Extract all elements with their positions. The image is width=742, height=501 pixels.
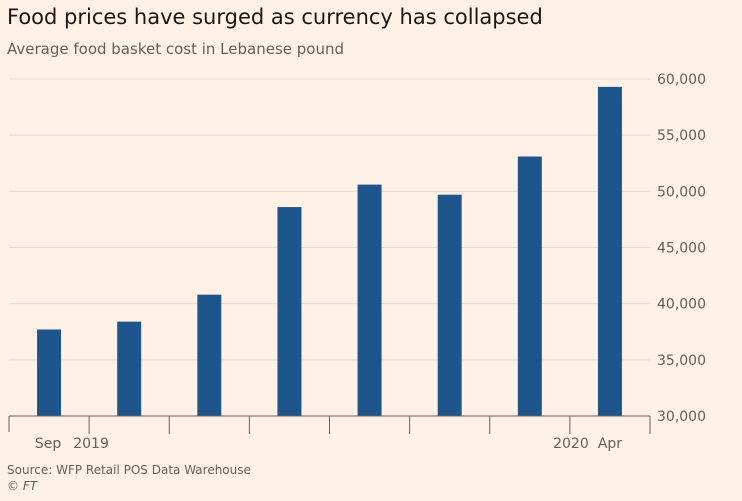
x-tick-label: 2020: [553, 436, 589, 452]
bar: [197, 294, 222, 416]
y-tick-label: 40,000: [657, 297, 706, 313]
x-axis: [8, 415, 651, 434]
y-tick-label: 30,000: [657, 409, 706, 425]
y-axis-labels: 30,000 35,000 40,000 45,000 50,000 55,000 60,0…: [657, 72, 706, 425]
credit-note: © FT: [7, 479, 38, 493]
x-tick-label: Sep: [35, 436, 62, 452]
y-tick-label: 45,000: [657, 241, 706, 257]
bar: [437, 194, 462, 416]
chart-title: Food prices have surged as currency has …: [7, 5, 543, 29]
bar: [277, 207, 302, 416]
bar: [597, 86, 622, 416]
source-note: Source: WFP Retail POS Data Warehouse: [7, 463, 251, 477]
y-tick-label: 60,000: [657, 72, 706, 88]
x-axis-labels: Sep 2019 2020 Apr: [35, 436, 622, 452]
chart-subtitle: Average food basket cost in Lebanese pou…: [7, 40, 344, 58]
bars: [37, 86, 622, 416]
y-tick-label: 35,000: [657, 353, 706, 369]
bar: [37, 329, 62, 416]
y-tick-label: 50,000: [657, 184, 706, 200]
x-tick-label: 2019: [73, 436, 109, 452]
y-tick-label: 55,000: [657, 128, 706, 144]
bar: [117, 321, 142, 416]
gridlines: [9, 78, 650, 361]
x-tick-label: Apr: [598, 436, 622, 452]
bar: [517, 156, 542, 416]
bar: [357, 184, 382, 416]
